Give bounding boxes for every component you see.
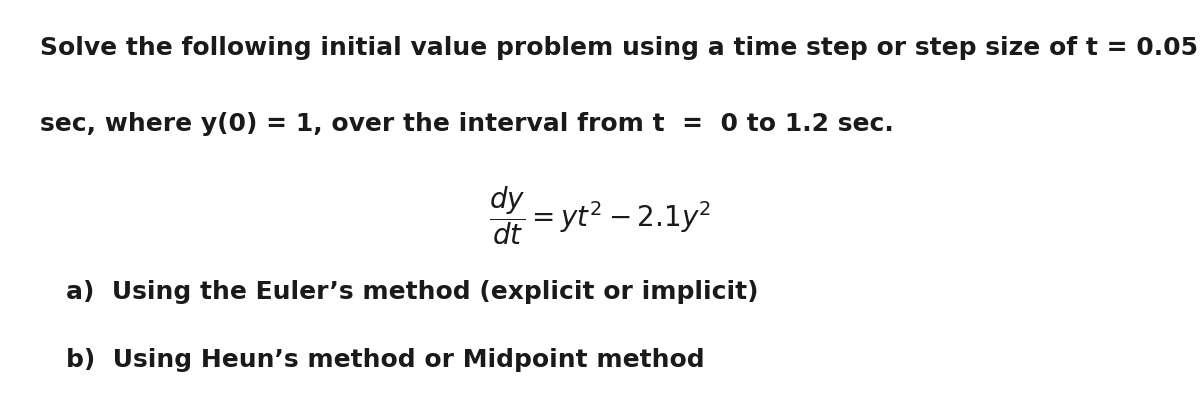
Text: b)  Using Heun’s method or Midpoint method: b) Using Heun’s method or Midpoint metho… — [66, 348, 704, 372]
Text: $\dfrac{dy}{dt} = yt^2 - 2.1y^2$: $\dfrac{dy}{dt} = yt^2 - 2.1y^2$ — [488, 184, 712, 247]
Text: sec, where y(0) = 1, over the interval from t  =  0 to 1.2 sec.: sec, where y(0) = 1, over the interval f… — [40, 112, 893, 136]
Text: Solve the following initial value problem using a time step or step size of t = : Solve the following initial value proble… — [40, 36, 1198, 60]
Text: a)  Using the Euler’s method (explicit or implicit): a) Using the Euler’s method (explicit or… — [66, 280, 758, 304]
